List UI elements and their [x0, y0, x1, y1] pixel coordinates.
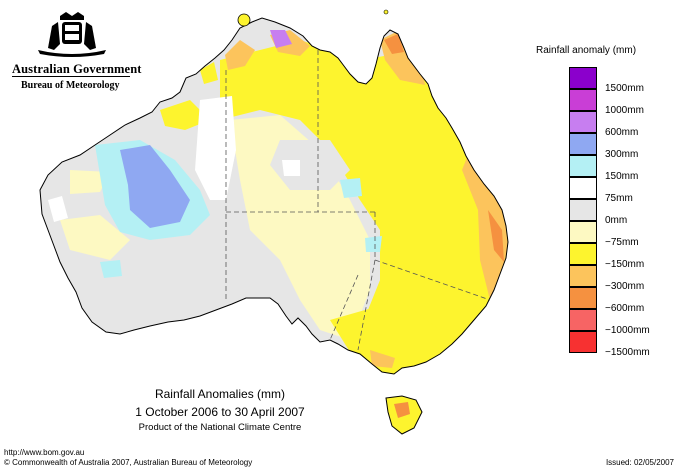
issued-date: Issued: 02/05/2007 — [605, 458, 674, 467]
legend-swatch — [569, 155, 597, 177]
legend-swatch — [569, 265, 597, 287]
legend-title: Rainfall anomaly (mm) — [536, 45, 637, 56]
legend-swatch — [569, 199, 597, 221]
legend-swatch — [569, 309, 597, 331]
government-title: Australian Government — [12, 62, 142, 76]
government-logo: Australian Government Bureau of Meteorol… — [8, 10, 141, 91]
legend-label: 600mm — [605, 127, 639, 138]
legend-swatch — [569, 287, 597, 309]
legend-swatch — [569, 133, 597, 155]
legend-swatch — [569, 221, 597, 243]
legend-label: −150mm — [605, 259, 645, 270]
legend-label: 1500mm — [605, 83, 644, 94]
map-product: Product of the National Climate Centre — [138, 422, 302, 433]
logo-divider — [12, 76, 130, 77]
legend-label: −75mm — [605, 237, 639, 248]
legend-label: −1500mm — [605, 347, 650, 358]
copyright-text: © Commonwealth of Australia 2007, Austra… — [4, 458, 253, 467]
legend-swatch — [569, 331, 597, 353]
legend-swatch — [569, 111, 597, 133]
legend-swatch — [569, 89, 597, 111]
legend-label: −1000mm — [605, 325, 650, 336]
legend-label: 300mm — [605, 149, 639, 160]
legend-label: −600mm — [605, 303, 645, 314]
coat-of-arms-icon — [38, 12, 106, 57]
legend-label: 0mm — [605, 215, 628, 226]
map-title: Rainfall Anomalies (mm) — [154, 387, 286, 401]
legend-label: −300mm — [605, 281, 645, 292]
legend-label: 75mm — [605, 193, 633, 204]
bureau-title: Bureau of Meteorology — [21, 80, 120, 91]
legend-swatch — [569, 243, 597, 265]
legend-label: 150mm — [605, 171, 639, 182]
map-period: 1 October 2006 to 30 April 2007 — [135, 405, 305, 419]
legend-swatch — [569, 67, 597, 89]
website-link[interactable]: http://www.bom.gov.au — [4, 448, 85, 457]
legend-label: 1000mm — [605, 105, 644, 116]
legend-swatch — [569, 177, 597, 199]
